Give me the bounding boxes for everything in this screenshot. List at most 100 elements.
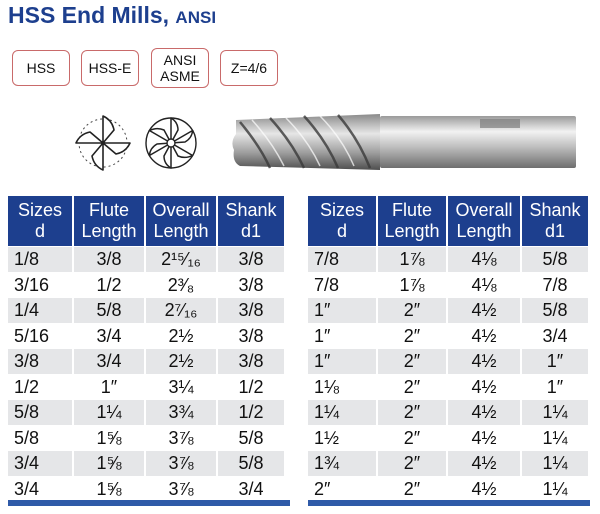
table-cell: 1/2	[96, 274, 122, 295]
table-cell: 5/8	[522, 247, 588, 272]
table-row: 2″ 2″ 4½ 1¼	[308, 477, 588, 502]
table-cell: 1¼	[542, 478, 568, 499]
table-row: 1⅛ 2″ 4½ 1″	[308, 375, 588, 400]
table-cell: 3/4	[8, 451, 72, 476]
table-row: 3/16 1/2 2³⁄₈ 3/8	[8, 273, 284, 298]
table-cell: 1¼	[522, 400, 588, 425]
page-title: HSS End Mills, ANSI	[8, 2, 216, 29]
table-cell: 1″	[546, 376, 564, 397]
table-cell: 3/8	[8, 349, 72, 374]
table-cell: 4½	[448, 349, 520, 374]
table-cell: 3/4	[96, 325, 122, 346]
table-cell: 1¾	[308, 451, 376, 476]
end-mill-tool-image	[230, 106, 582, 183]
table-cell: 3⅞	[168, 427, 194, 448]
table-cell: 1⅝	[96, 427, 122, 448]
table-cell: 2″	[378, 400, 446, 425]
table-cell: 7/8	[542, 274, 568, 295]
header-overall-length: Overall Length	[146, 196, 216, 246]
table-row: 1½ 2″ 4½ 1¼	[308, 426, 588, 451]
table-cell: 2¹⁵⁄₁₆	[146, 247, 216, 272]
table-cell: 2″	[314, 478, 331, 499]
table-cell: 3/4	[74, 349, 144, 374]
table-cell: 1/2	[238, 376, 264, 397]
table-cell: 2″	[378, 349, 446, 374]
table-cell: 1¼	[542, 427, 568, 448]
table-cell: 4½	[471, 325, 497, 346]
table-cell: 1⅞	[378, 247, 446, 272]
header-flute-length: Flute Length	[378, 196, 446, 246]
header-shank: Shank d1	[522, 196, 588, 246]
table-cell: 3/8	[218, 298, 284, 323]
title-sub: ANSI	[175, 8, 217, 27]
table-cell: 4⅛	[448, 247, 520, 272]
table-row: 1¾ 2″ 4½ 1¼	[308, 451, 588, 476]
table-row: 1″ 2″ 4½ 5/8	[308, 298, 588, 323]
spec-table-right: Sizes d Flute Length Overall Length Shank d1…	[306, 195, 590, 502]
table-cell: 1″	[314, 325, 331, 346]
table-cell: 7/8	[314, 274, 340, 295]
table-cell: 2″	[378, 451, 446, 476]
header-sizes: Sizes d	[8, 196, 72, 246]
header-shank: Shank d1	[218, 196, 284, 246]
table-row: 5/8 1⅝ 3⅞ 5/8	[8, 426, 284, 451]
table-cell: 1/2	[218, 400, 284, 425]
table-cell: 4½	[448, 451, 520, 476]
table-cell: 3/8	[218, 349, 284, 374]
table-cell: 2³⁄₈	[167, 274, 195, 295]
table-cell: 2″	[403, 325, 421, 346]
table-cell: 1″	[100, 376, 118, 397]
table-cell: 4½	[471, 478, 497, 499]
badge-hss: HSS	[12, 50, 70, 86]
table-row: 7/8 1⅞ 4⅛ 5/8	[308, 247, 588, 272]
table-row: 3/4 1⅝ 3⅞ 3/4	[8, 477, 284, 502]
table-cell: 3/16	[14, 274, 50, 295]
six-flute-cross-section-icon	[140, 112, 202, 179]
table-cell: 1¼	[74, 400, 144, 425]
table-cell: 3¼	[168, 376, 194, 397]
table-row: 1/8 3/8 2¹⁵⁄₁₆ 3/8	[8, 247, 284, 272]
badge-ansi-asme: ANSI ASME	[151, 48, 209, 88]
badge-hss-e-label: HSS-E	[88, 60, 132, 76]
table-row: 1/4 5/8 2⁷⁄₁₆ 3/8	[8, 298, 284, 323]
table-cell: 3/8	[238, 325, 264, 346]
table-bottom-bar-left	[8, 500, 290, 506]
table-cell: 1/2	[14, 376, 40, 397]
table-header-row: Sizes d Flute Length Overall Length Shank d1	[8, 196, 284, 246]
table-cell: 2″	[403, 478, 421, 499]
table-row: 1″ 2″ 4½ 3/4	[308, 324, 588, 349]
table-cell: 5/8	[14, 427, 40, 448]
table-cell: 2″	[403, 376, 421, 397]
table-row: 7/8 1⅞ 4⅛ 7/8	[308, 273, 588, 298]
table-cell: 4½	[471, 427, 497, 448]
table-cell: 1/4	[8, 298, 72, 323]
badge-flutes: Z=4/6	[220, 50, 278, 86]
table-cell: 1⅝	[74, 451, 144, 476]
table-cell: 4½	[471, 376, 497, 397]
table-header-row: Sizes d Flute Length Overall Length Shank d1	[308, 196, 588, 246]
table-cell: 2″	[403, 427, 421, 448]
table-cell: 4⅛	[471, 274, 497, 295]
table-cell: 3⅞	[146, 451, 216, 476]
header-flute-length: Flute Length	[74, 196, 144, 246]
table-bottom-bar-right	[308, 500, 590, 506]
table-row: 3/8 3/4 2½ 3/8	[8, 349, 284, 374]
badge-asme-label: ASME	[160, 68, 200, 84]
table-cell: 1¼	[522, 451, 588, 476]
table-cell: 5/8	[218, 451, 284, 476]
table-cell: 5/8	[74, 298, 144, 323]
table-cell: 1″	[522, 349, 588, 374]
table-cell: 3/8	[218, 247, 284, 272]
table-row: 5/16 3/4 2½ 3/8	[8, 324, 284, 349]
table-cell: 2⁷⁄₁₆	[146, 298, 216, 323]
table-cell: 2″	[378, 298, 446, 323]
table-cell: 5/8	[8, 400, 72, 425]
table-row: 1″ 2″ 4½ 1″	[308, 349, 588, 374]
table-cell: 2½	[168, 325, 194, 346]
table-row: 1/2 1″ 3¼ 1/2	[8, 375, 284, 400]
table-cell: 4½	[448, 298, 520, 323]
badge-hss-label: HSS	[26, 60, 56, 76]
table-row: 1¼ 2″ 4½ 1¼	[308, 400, 588, 425]
table-cell: 1⅞	[399, 274, 425, 295]
table-cell: 3⅞	[168, 478, 194, 499]
